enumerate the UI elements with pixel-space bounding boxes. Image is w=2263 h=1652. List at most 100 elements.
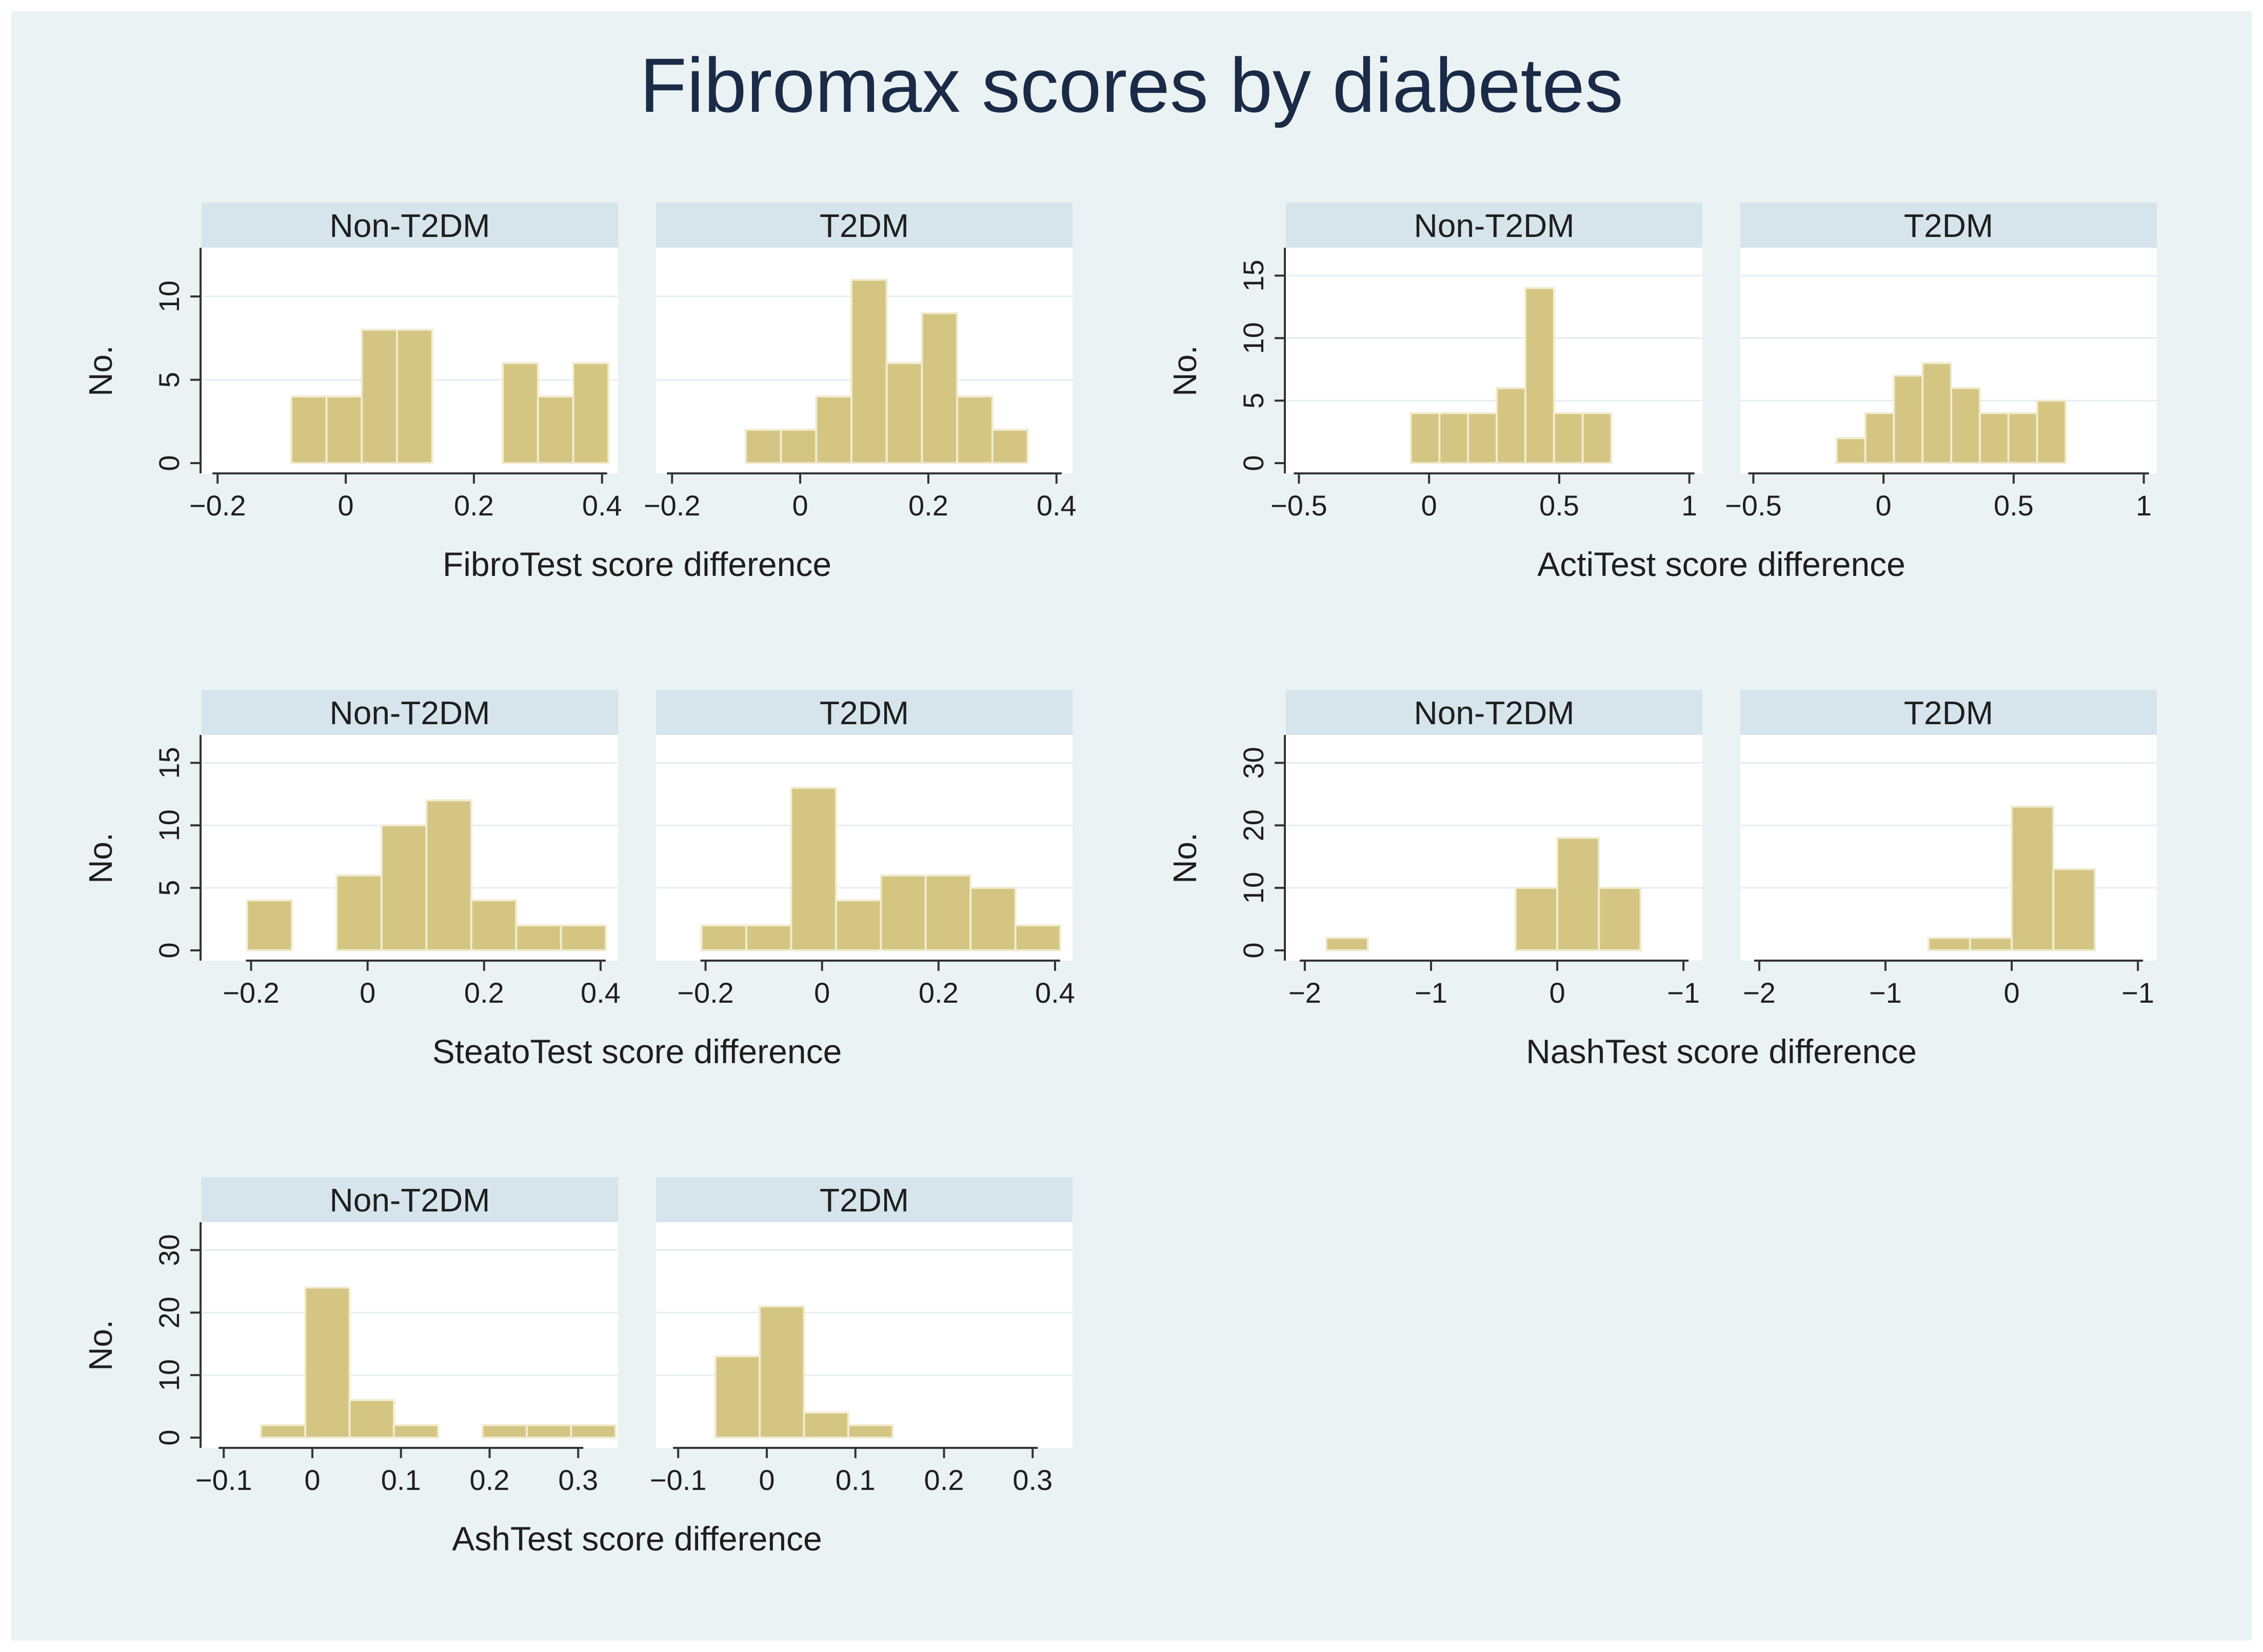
histogram-bar — [2036, 400, 2067, 464]
y-tick-label: 10 — [153, 1359, 185, 1391]
x-tick-label: −2 — [1743, 977, 1776, 1009]
x-tick-label: 0.1 — [381, 1464, 421, 1496]
x-tick-label: 0 — [360, 977, 375, 1009]
histogram-bar — [1864, 412, 1895, 464]
histogram-bar — [335, 874, 383, 951]
panel-strip — [656, 203, 1073, 248]
x-axis-title: SteatoTest score difference — [432, 1032, 842, 1070]
histogram-bar — [1467, 412, 1498, 464]
x-tick-label: 0.2 — [919, 977, 959, 1009]
x-tick-label: 0.4 — [1037, 489, 1077, 522]
histogram-bar — [1514, 887, 1559, 951]
histogram-bar — [572, 362, 610, 464]
histogram-bar — [361, 329, 399, 464]
y-tick-label: 10 — [153, 281, 185, 312]
histogram-bar — [969, 887, 1017, 951]
x-tick-label: 0 — [338, 489, 353, 522]
histogram-bar — [1835, 437, 1867, 464]
x-tick-label: 1 — [1681, 489, 1697, 522]
panel-strip-label: T2DM — [820, 694, 909, 731]
x-tick-label: 0 — [759, 1464, 775, 1496]
histogram-bar — [325, 395, 363, 464]
chart-ashtest: Non-T2DM −0.1 0 0.1 0.2 0.3 0 10 20 30 No. T2DM −0.1… — [82, 1177, 1073, 1558]
x-axis-title: AshTest score difference — [452, 1520, 822, 1558]
histogram-bar — [1553, 412, 1584, 464]
y-axis-label: No. — [82, 1320, 119, 1371]
x-tick-label: −0.2 — [189, 489, 246, 522]
panel-strip-label: T2DM — [820, 1182, 909, 1219]
histogram-bar — [515, 924, 562, 951]
histogram-bar — [759, 1305, 805, 1439]
panel-strip — [656, 1177, 1073, 1222]
histogram-bar — [744, 429, 782, 464]
chart-fibrotest: Non-T2DM −0.2 0 0.2 0.4 0 5 10 No. T2DM −0.2 0 0.2 0.… — [82, 203, 1077, 583]
x-tick-label: 0 — [814, 977, 830, 1009]
x-tick-label: 0 — [1421, 489, 1437, 522]
histogram-bar — [290, 395, 328, 464]
histogram-bar — [526, 1424, 572, 1439]
histogram-bar — [1893, 374, 1924, 464]
chart-steatotest: Non-T2DM −0.2 0 0.2 0.4 0 5 10 15 No. T2DM −0.2 0 0.2… — [82, 690, 1075, 1070]
histogram-bar — [1598, 887, 1642, 951]
histogram-bar — [921, 312, 959, 464]
x-tick-label: 0.2 — [470, 1464, 510, 1496]
panel-non-t2dm: Non-T2DM −0.1 0 0.1 0.2 0.3 0 10 20 30 No. — [82, 1177, 618, 1496]
panel-strip-label: Non-T2DM — [1414, 207, 1575, 244]
histogram-bar — [714, 1355, 761, 1439]
panel-strip-label: T2DM — [1904, 694, 1993, 731]
y-tick-label: 20 — [153, 1297, 185, 1328]
x-tick-label: −0.2 — [644, 489, 701, 522]
x-tick-label: −0.2 — [677, 977, 734, 1009]
panel-non-t2dm: Non-T2DM −2 −1 0 −1 0 10 20 30 No. — [1166, 690, 1702, 1009]
panel-strip-label: T2DM — [1904, 207, 1993, 244]
x-tick-label: 0.2 — [464, 977, 504, 1009]
y-tick-label: 0 — [1237, 942, 1269, 958]
x-tick-label: 0.2 — [454, 489, 494, 522]
panel-strip-label: Non-T2DM — [1414, 694, 1575, 731]
panel-strip — [656, 690, 1073, 735]
histogram-bar — [425, 799, 472, 951]
x-tick-label: 0.5 — [1539, 489, 1579, 522]
histogram-bar — [1921, 362, 1953, 464]
x-tick-label: −1 — [1869, 977, 1902, 1009]
x-tick-label: 0 — [1549, 977, 1565, 1009]
x-tick-label: −0.5 — [1271, 489, 1327, 522]
panel-t2dm: T2DM −0.5 0 0.5 1 — [1725, 203, 2157, 522]
figure-title: Fibromax scores by diabetes — [640, 42, 1623, 128]
y-axis-label: No. — [1166, 345, 1203, 396]
histogram-bar — [260, 1424, 307, 1439]
x-tick-label: −0.1 — [650, 1464, 707, 1496]
histogram-bar — [803, 1411, 849, 1439]
panel-strip — [1286, 690, 1702, 735]
histogram-bar — [1325, 937, 1369, 951]
x-axis-title: NashTest score difference — [1526, 1032, 1917, 1070]
histogram-bar — [790, 787, 837, 951]
x-tick-label: 0.2 — [924, 1464, 964, 1496]
x-tick-label: −0.1 — [195, 1464, 252, 1496]
x-tick-label: 0 — [1876, 489, 1892, 522]
panel-strip — [1740, 690, 2157, 735]
histogram-bar — [1927, 937, 1971, 951]
histogram-bar — [560, 924, 607, 951]
y-tick-label: 15 — [1237, 260, 1269, 291]
histogram-bar — [380, 824, 428, 951]
y-tick-label: 0 — [1237, 455, 1269, 471]
histogram-bar — [392, 1424, 440, 1439]
histogram-bar — [880, 874, 927, 951]
histogram-bar — [1524, 287, 1555, 464]
histogram-bar — [348, 1399, 395, 1439]
panel-t2dm: T2DM −2 −1 0 −1 — [1740, 690, 2157, 1009]
histogram-bar — [1969, 937, 2013, 951]
y-tick-label: 30 — [1237, 747, 1269, 779]
histogram-bar — [2011, 805, 2055, 951]
x-tick-label: 0.4 — [582, 489, 622, 522]
histogram-bar — [1014, 924, 1062, 951]
histogram-bar — [1410, 412, 1441, 464]
x-tick-label: −2 — [1288, 977, 1321, 1009]
panel-t2dm: T2DM −0.2 0 0.2 0.4 — [644, 203, 1077, 522]
histogram-bar — [502, 362, 539, 464]
histogram-bar — [835, 899, 882, 951]
y-tick-label: 10 — [1237, 872, 1269, 904]
